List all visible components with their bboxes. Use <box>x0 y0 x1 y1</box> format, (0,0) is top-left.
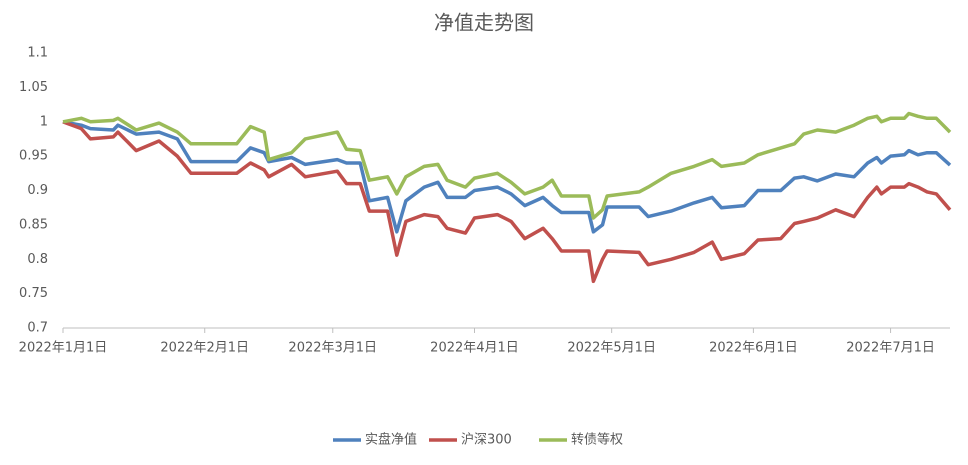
x-tick-label: 2022年3月1日 <box>288 341 377 356</box>
legend-label: 实盘净值 <box>365 432 417 448</box>
x-tick-label: 2022年4月1日 <box>430 341 519 356</box>
x-tick-label: 2022年6月1日 <box>709 341 798 356</box>
y-tick-label: 1.05 <box>19 80 48 95</box>
y-tick-label: 0.95 <box>19 149 48 164</box>
y-tick-label: 1 <box>40 114 48 129</box>
legend-label: 转债等权 <box>571 432 623 448</box>
series-line <box>62 111 952 220</box>
x-tick-label: 2022年1月1日 <box>19 341 108 356</box>
y-tick-label: 0.8 <box>27 252 48 267</box>
x-tick-label: 2022年7月1日 <box>846 341 935 356</box>
x-tick-label: 2022年2月1日 <box>160 341 249 356</box>
series-line <box>62 120 952 234</box>
y-tick-label: 0.75 <box>19 286 48 301</box>
x-tick-label: 2022年5月1日 <box>567 341 656 356</box>
y-tick-label: 0.85 <box>19 217 48 232</box>
y-tick-label: 0.9 <box>27 183 48 198</box>
legend-label: 沪深300 <box>461 432 512 448</box>
chart-title: 净值走势图 <box>434 11 534 35</box>
series-line <box>62 120 952 284</box>
y-tick-label: 0.7 <box>27 321 48 336</box>
y-tick-label: 1.1 <box>27 46 48 61</box>
